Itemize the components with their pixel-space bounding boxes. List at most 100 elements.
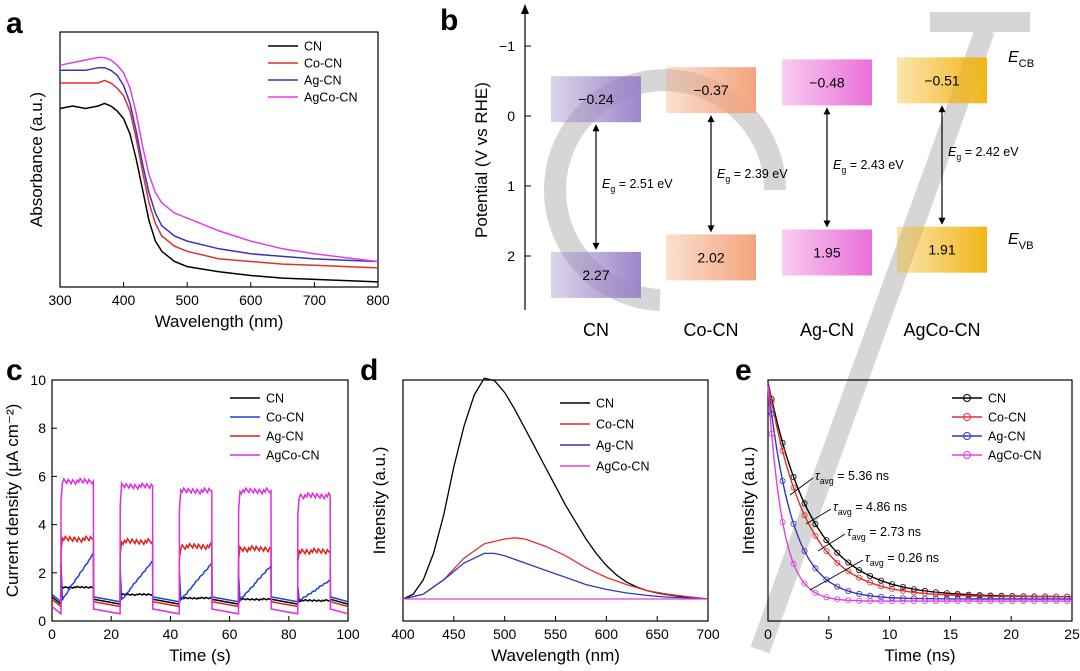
- x-tick-label: 400: [112, 292, 136, 308]
- decay-point: [812, 589, 819, 596]
- x-tick-label: 500: [176, 292, 200, 308]
- x-axis-label: Wavelength (nm): [155, 312, 284, 331]
- pl-line-co-cn: [402, 537, 709, 600]
- x-tick-label: 600: [239, 292, 263, 308]
- decay-point: [867, 573, 874, 580]
- decay-point: [801, 500, 808, 507]
- vb-box-cn: [551, 251, 641, 298]
- legend-marker: [963, 451, 971, 459]
- plot-frame: [59, 31, 379, 288]
- band-gap-arrowhead-top: [823, 107, 831, 115]
- y-axis-label: Intensity (a.u.): [370, 447, 389, 555]
- panel-d-label: d: [360, 354, 378, 387]
- decay-point: [801, 512, 808, 519]
- x-tick-label: 25: [1064, 626, 1080, 642]
- decay-point: [790, 560, 797, 567]
- decay-point: [790, 484, 797, 491]
- decay-point: [932, 598, 939, 605]
- decay-point: [856, 597, 863, 604]
- band-gap-arrowhead-bottom: [823, 220, 831, 228]
- y-axis-label: Absorbance (a.u.): [27, 92, 46, 227]
- legend-label: Co-CN: [304, 57, 342, 71]
- decay-fit-agco-cn: [767, 386, 1072, 602]
- x-tick-label: 650: [645, 626, 669, 642]
- x-tick-label: 5: [825, 626, 833, 642]
- tau-annotation: τavg = 0.26 ns: [865, 551, 939, 568]
- x-axis-label: Time (ns): [884, 646, 955, 665]
- decay-point: [845, 559, 852, 566]
- x-tick-label: 400: [391, 626, 415, 642]
- decay-point: [965, 598, 972, 605]
- decay-point: [856, 590, 863, 597]
- legend-label: CN: [304, 40, 322, 54]
- decay-point: [900, 584, 907, 591]
- y-axis-label: Intensity (a.u.): [739, 447, 758, 555]
- legend-label: AgCo-CN: [596, 460, 650, 474]
- y-tick-label: 2: [507, 248, 515, 264]
- x-tick-label: 40: [163, 626, 179, 642]
- decay-point: [812, 532, 819, 539]
- decay-point: [943, 592, 950, 599]
- absorbance-line-agco-cn: [59, 56, 379, 263]
- decay-point: [779, 519, 786, 526]
- decay-point: [812, 565, 819, 572]
- decay-point: [845, 588, 852, 595]
- x-tick-label: 20: [103, 626, 119, 642]
- y-tick-label: 10: [30, 372, 46, 388]
- category-label: Co-CN: [683, 320, 738, 340]
- legend-label: Ag-CN: [266, 430, 304, 444]
- decay-point: [856, 567, 863, 574]
- x-tick-label: 450: [442, 626, 466, 642]
- panel-e-label: e: [735, 354, 752, 387]
- ecb-label: ECB: [1008, 49, 1034, 70]
- y-tick-label: 4: [38, 517, 46, 533]
- decay-point: [889, 598, 896, 605]
- legend-label: CN: [596, 397, 614, 411]
- decay-point: [834, 559, 841, 566]
- x-tick-label: 15: [943, 626, 959, 642]
- decay-point: [768, 430, 775, 437]
- x-axis-label: Time (s): [169, 646, 231, 665]
- y-tick-label: 1: [507, 178, 515, 194]
- decay-point: [867, 579, 874, 586]
- y-axis-label: Potential (V vs RHE): [472, 82, 491, 238]
- decay-point: [834, 596, 841, 603]
- decay-point: [1031, 598, 1038, 605]
- legend-label: AgCo-CN: [266, 449, 320, 463]
- legend-marker: [963, 413, 971, 421]
- decay-point: [856, 574, 863, 581]
- x-tick-label: 10: [882, 626, 898, 642]
- cb-value-label: −0.48: [809, 74, 845, 90]
- x-tick-label: 700: [696, 626, 720, 642]
- decay-point: [1064, 598, 1071, 605]
- decay-point: [932, 591, 939, 598]
- pl-line-ag-cn: [402, 552, 709, 600]
- decay-point: [801, 548, 808, 555]
- y-tick-label: 0: [507, 108, 515, 124]
- cb-box-cn: [551, 76, 641, 123]
- potential-axis-arrowhead: [521, 4, 529, 14]
- absorbance-line-cn: [59, 102, 379, 283]
- decay-point: [910, 589, 917, 596]
- y-tick-label: 8: [38, 420, 46, 436]
- y-tick-label: 0: [38, 613, 46, 629]
- absorbance-line-ag-cn: [60, 66, 379, 263]
- x-tick-label: 600: [595, 626, 619, 642]
- vb-value-label: 1.95: [813, 245, 840, 261]
- decay-point: [768, 410, 775, 417]
- x-tick-label: 20: [1003, 626, 1019, 642]
- decay-point: [943, 590, 950, 597]
- tau-annotation: τavg = 4.86 ns: [833, 500, 907, 517]
- legend-label: Ag-CN: [596, 439, 634, 453]
- y-tick-label: −1: [499, 38, 515, 54]
- band-gap-label: Eg = 2.39 eV: [717, 167, 788, 184]
- band-gap-label: Eg = 2.42 eV: [948, 145, 1019, 162]
- cb-box-ag-cn: [782, 59, 872, 106]
- absorbance-line-co-cn: [60, 79, 379, 269]
- decay-point: [1020, 598, 1027, 605]
- band-gap-arrowhead-top: [707, 115, 715, 123]
- decay-point: [779, 447, 786, 454]
- vb-box-ag-cn: [782, 229, 872, 276]
- tau-annotation: τavg = 2.73 ns: [847, 525, 921, 542]
